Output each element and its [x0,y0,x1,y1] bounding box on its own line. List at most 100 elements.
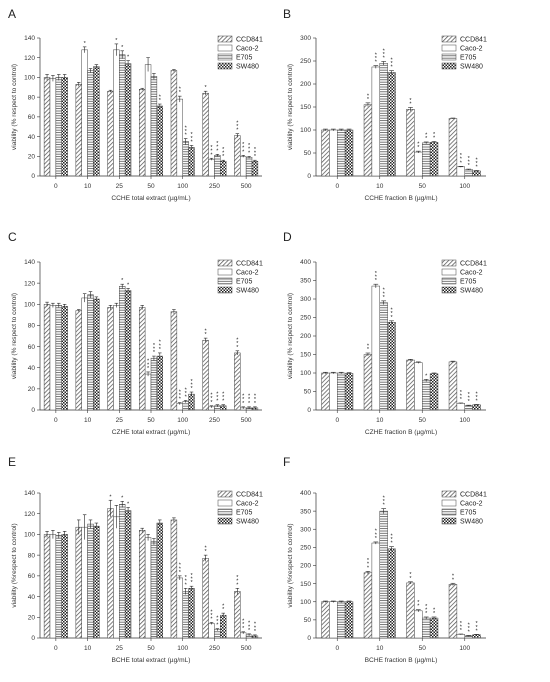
significance-star: * [468,156,471,162]
y-tick-label: 40 [28,594,36,601]
significance-star: * [375,532,378,538]
bar-e705 [119,286,126,411]
significance-star: * [159,94,162,100]
panel-letter: C [8,230,17,244]
significance-star: * [242,397,245,403]
bar-caco-2 [81,49,88,177]
bar-e705 [379,63,388,177]
significance-star: * [383,503,386,509]
significance-star: * [383,295,386,301]
panel-letter: E [8,455,16,469]
significance-star: * [475,157,478,163]
significance-star: * [425,373,428,379]
significance-star: * [236,575,239,581]
bar-e705 [337,129,346,177]
significance-star: * [190,132,193,138]
panel-letter: F [283,455,290,469]
significance-star: * [367,97,370,103]
y-tick-label: 0 [307,635,311,642]
significance-star: * [216,395,219,401]
y-tick-label: 150 [300,104,311,111]
significance-star: * [409,576,412,582]
significance-star: * [475,161,478,167]
significance-star: * [248,621,251,627]
significance-star: * [242,394,245,400]
y-tick-label: 100 [300,599,311,606]
y-tick-label: 60 [28,344,36,351]
y-tick-label: 50 [304,389,312,396]
significance-star: * [127,55,130,61]
significance-star: * [375,52,378,58]
significance-star: * [433,607,436,613]
significance-star: * [409,101,412,107]
bar-ccd841 [234,591,241,639]
significance-star: * [147,359,150,365]
y-axis-title: viability (% respect to control) [11,293,18,379]
bar-ccd841 [170,519,178,639]
legend-swatch [441,490,457,498]
legend-label: SW480 [236,519,259,526]
legend-label: Caco-2 [236,501,259,508]
legend-swatch [441,277,457,285]
x-axis-title: CCHE fraction B (µg/mL) [364,195,437,202]
y-tick-label: 200 [300,81,311,88]
significance-star: * [254,397,257,403]
significance-star: * [375,536,378,542]
significance-star: * [222,147,225,153]
significance-star: * [205,546,208,552]
y-tick-label: 100 [24,301,35,308]
legend-label: SW480 [460,288,483,295]
y-tick-label: 120 [24,55,35,62]
significance-star: * [460,624,463,630]
significance-star: * [475,391,478,397]
legend-swatch [441,259,457,267]
bar-sw480 [472,170,481,177]
y-tick-label: 40 [28,134,36,141]
y-tick-label: 350 [300,508,311,515]
bar-e705 [182,401,189,411]
significance-star: * [468,392,471,398]
significance-star: * [468,399,471,405]
y-tick-label: 150 [300,581,311,588]
significance-star: * [216,145,219,151]
bar-ccd841 [321,372,330,411]
significance-star: * [409,572,412,578]
significance-star: * [375,529,378,535]
x-tick-label: 250 [209,645,220,652]
legend-label: Caco-2 [460,270,483,277]
significance-star: * [390,65,393,71]
x-axis-title: CZHE total extract (µg/mL) [112,429,191,436]
legend-swatch [441,499,457,507]
significance-star: * [242,146,245,152]
significance-star: * [216,392,219,398]
significance-star: * [210,393,213,399]
significance-star: * [210,145,213,151]
significance-star: * [147,366,150,372]
significance-star: * [254,151,257,157]
legend-label: CCD841 [236,37,263,44]
x-axis-title: CCHE total extract (µg/mL) [111,195,190,202]
significance-star: * [390,311,393,317]
bar-e705 [379,510,388,639]
x-tick-label: 10 [84,183,92,190]
legend-swatch [217,490,233,498]
x-tick-label: 10 [376,645,384,652]
significance-star: * [248,143,251,149]
significance-star: * [390,541,393,547]
legend-swatch [217,44,233,52]
bar-caco-2 [329,372,338,411]
x-tick-label: 500 [241,645,252,652]
significance-star: * [460,621,463,627]
bar-e705 [182,141,189,177]
significance-star: * [425,611,428,617]
bar-ccd841 [406,582,415,639]
bar-ccd841 [363,354,373,411]
y-tick-label: 40 [28,365,36,372]
bar-sw480 [344,129,354,177]
bar-sw480 [344,373,354,411]
bar-caco-2 [371,66,381,177]
significance-star: * [242,142,245,148]
